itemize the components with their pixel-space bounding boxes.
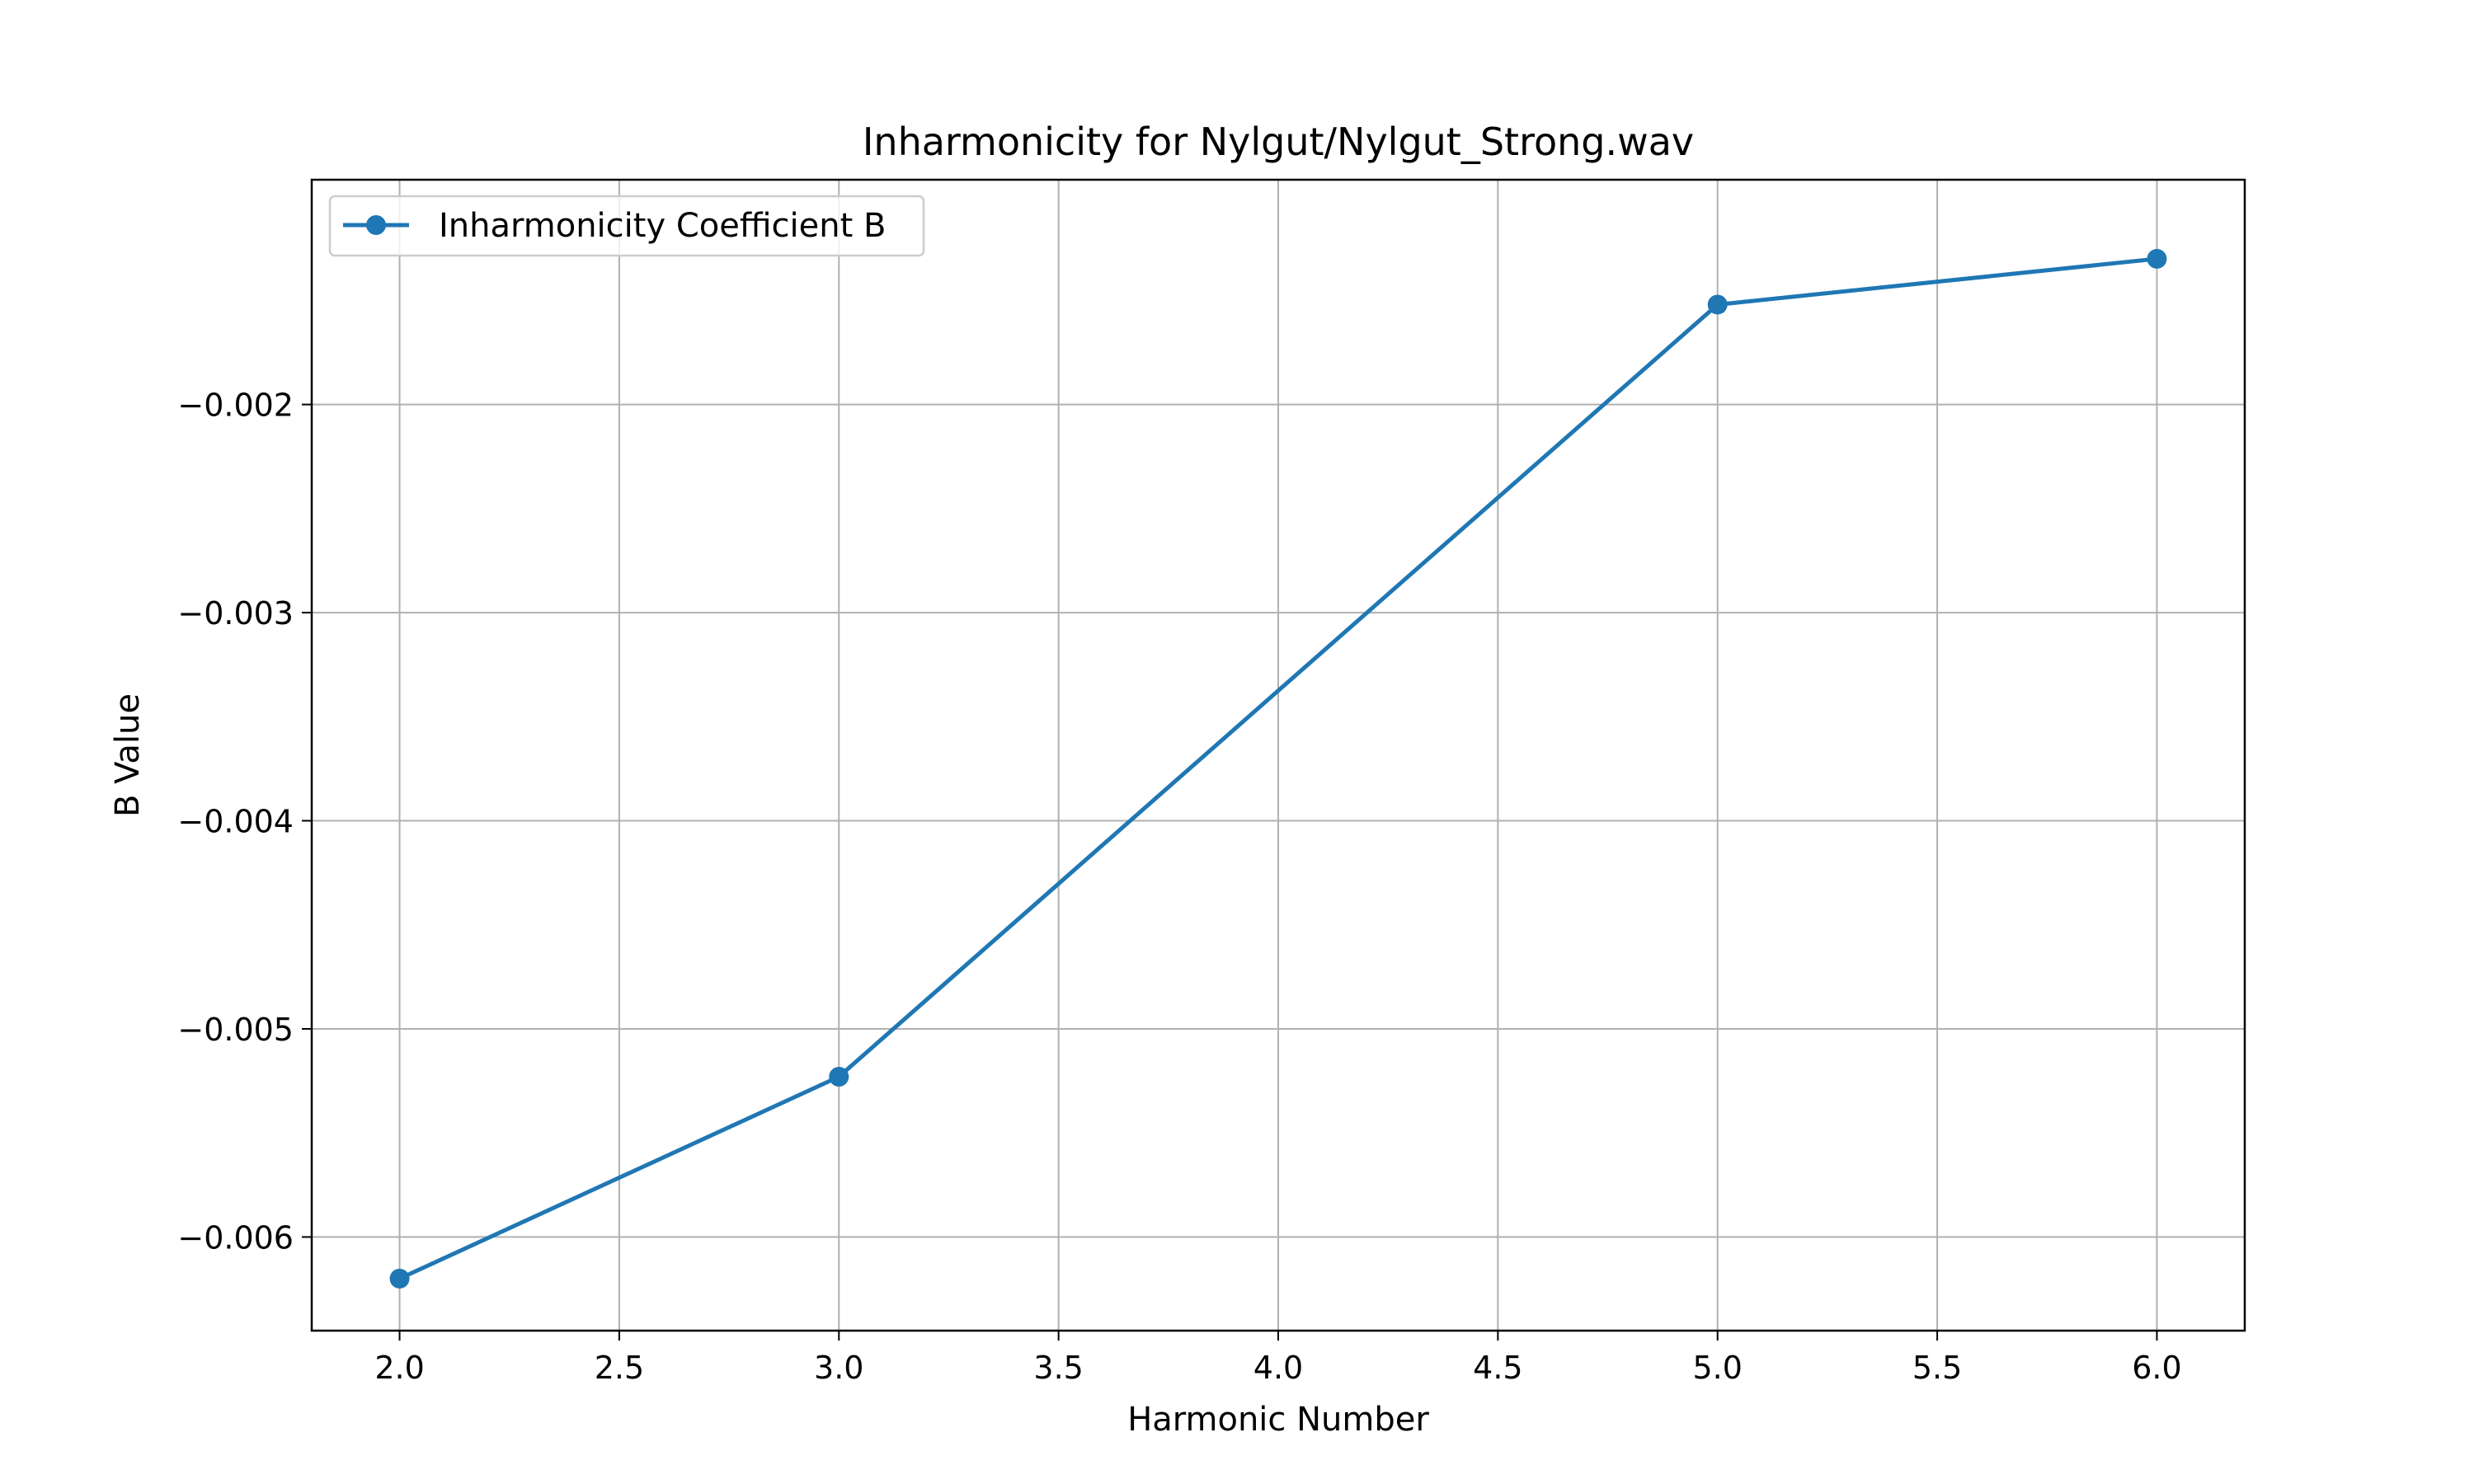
y-tick-label: −0.004 <box>177 804 294 840</box>
x-tick-label: 2.5 <box>595 1350 644 1386</box>
data-point <box>829 1067 849 1087</box>
series-line <box>398 256 2157 1281</box>
legend-entry-label: Inharmonicity Coefficient B <box>439 207 886 245</box>
series-layer <box>389 248 2167 1289</box>
data-point <box>389 1268 410 1289</box>
legend-marker-sample <box>366 215 386 235</box>
y-tick-label: −0.006 <box>177 1219 294 1256</box>
chart-title: Inharmonicity for Nylgut/Nylgut_Strong.w… <box>863 120 1694 164</box>
x-tick-label: 3.5 <box>1033 1350 1083 1386</box>
x-tick-label: 5.5 <box>1912 1350 1962 1386</box>
x-tick-label: 6.0 <box>2132 1350 2181 1386</box>
legend-box <box>328 195 925 257</box>
data-point <box>1707 294 1728 315</box>
y-axis: −0.006 −0.005 −0.004 −0.003 −0.002 <box>177 387 312 1256</box>
y-axis-label: B Value <box>109 693 147 817</box>
x-tick-label: 2.0 <box>374 1350 424 1386</box>
x-tick-label: 5.0 <box>1693 1350 1743 1386</box>
y-tick-label: −0.003 <box>177 595 294 632</box>
data-point <box>2147 248 2167 269</box>
x-tick-label: 3.0 <box>814 1350 863 1386</box>
y-tick-label: −0.005 <box>177 1012 294 1048</box>
x-tick-label: 4.5 <box>1473 1350 1522 1386</box>
x-axis-label: Harmonic Number <box>1127 1401 1429 1439</box>
legend: Inharmonicity Coefficient B <box>328 195 925 257</box>
y-tick-label: −0.002 <box>177 387 294 424</box>
x-tick-label: 4.0 <box>1253 1350 1303 1386</box>
grid-layer <box>312 180 2245 1331</box>
x-axis: 2.0 2.5 3.0 3.5 4.0 4.5 5.0 5.5 6.0 <box>374 1331 2182 1386</box>
plot-area <box>310 178 2246 1332</box>
